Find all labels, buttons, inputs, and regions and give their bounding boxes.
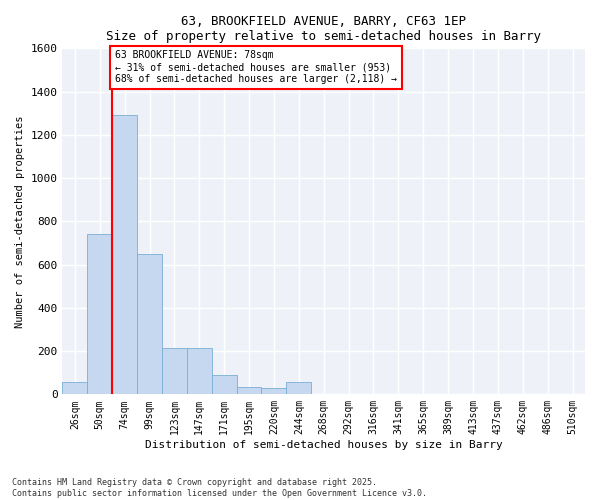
- Y-axis label: Number of semi-detached properties: Number of semi-detached properties: [15, 115, 25, 328]
- X-axis label: Distribution of semi-detached houses by size in Barry: Distribution of semi-detached houses by …: [145, 440, 503, 450]
- Bar: [162, 348, 187, 395]
- Bar: [137, 254, 162, 394]
- Bar: [187, 348, 212, 395]
- Bar: [112, 116, 137, 394]
- Text: Contains HM Land Registry data © Crown copyright and database right 2025.
Contai: Contains HM Land Registry data © Crown c…: [12, 478, 427, 498]
- Bar: [286, 382, 311, 394]
- Bar: [236, 387, 262, 394]
- Bar: [262, 388, 286, 394]
- Bar: [62, 382, 88, 394]
- Title: 63, BROOKFIELD AVENUE, BARRY, CF63 1EP
Size of property relative to semi-detache: 63, BROOKFIELD AVENUE, BARRY, CF63 1EP S…: [106, 15, 541, 43]
- Bar: [88, 234, 112, 394]
- Bar: [212, 375, 236, 394]
- Text: 63 BROOKFIELD AVENUE: 78sqm
← 31% of semi-detached houses are smaller (953)
68% : 63 BROOKFIELD AVENUE: 78sqm ← 31% of sem…: [115, 50, 397, 84]
